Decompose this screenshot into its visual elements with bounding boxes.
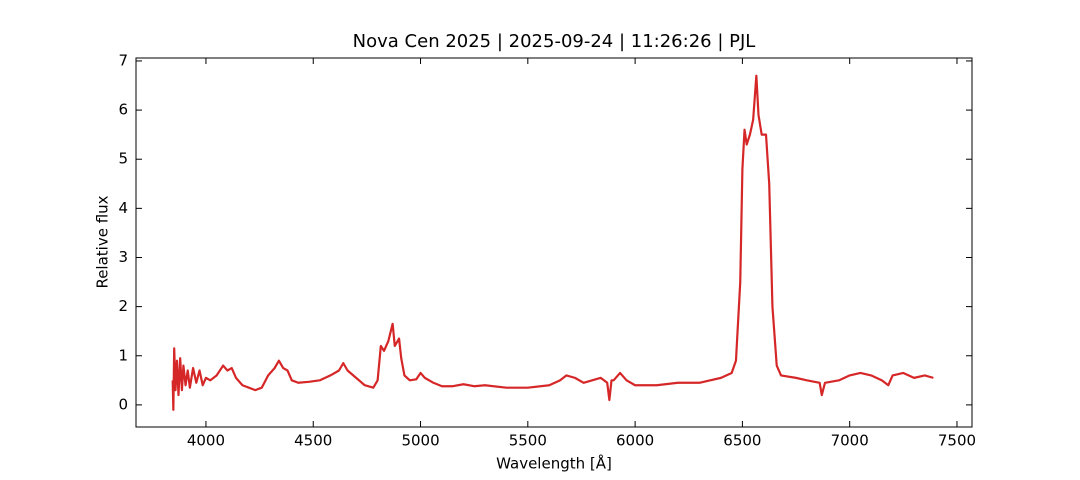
x-tick-label: 5500 <box>509 432 547 450</box>
y-tick-label: 6 <box>118 101 128 119</box>
y-tick-label: 1 <box>118 346 128 364</box>
y-tick-label: 4 <box>118 199 128 217</box>
x-tick-label: 4500 <box>294 432 332 450</box>
chart-title: Nova Cen 2025 | 2025-09-24 | 11:26:26 | … <box>353 31 756 52</box>
x-tick-label: 7000 <box>831 432 869 450</box>
x-axis-label: Wavelength [Å] <box>496 454 612 473</box>
y-tick-label: 5 <box>118 150 128 168</box>
spectrum-line <box>171 74 934 411</box>
x-tick-label: 6500 <box>723 432 761 450</box>
plot-frame <box>135 57 973 428</box>
y-tick-label: 7 <box>118 51 128 69</box>
x-tick-label: 7500 <box>938 432 976 450</box>
y-tick-label: 2 <box>118 297 128 315</box>
y-tick-label: 3 <box>118 248 128 266</box>
x-tick-label: 4000 <box>187 432 225 450</box>
y-tick-label: 0 <box>118 395 128 413</box>
x-tick-label: 5000 <box>401 432 439 450</box>
y-axis-label: Relative flux <box>94 195 112 288</box>
x-tick-label: 6000 <box>616 432 654 450</box>
